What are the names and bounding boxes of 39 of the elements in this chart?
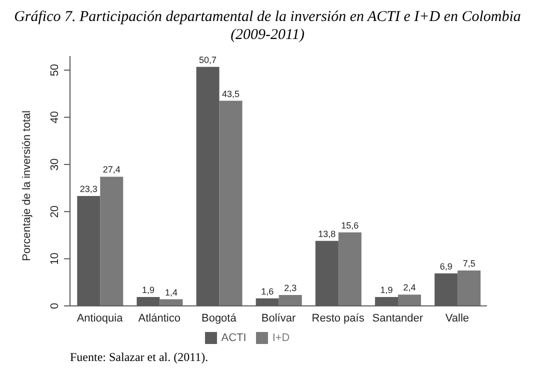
data-label: 1,6 — [261, 286, 274, 296]
bar — [338, 232, 362, 306]
legend-label: ACTI — [221, 332, 246, 344]
legend-label: I+D — [272, 332, 290, 344]
data-label: 43,5 — [222, 88, 240, 99]
chart-title: Gráfico 7. Participación departamental de la inversión en ACTI e I+D en Colombia (2009-2011) — [13, 8, 522, 44]
data-label: 15,6 — [341, 220, 359, 230]
data-label: 1,9 — [380, 284, 393, 295]
y-tick-label: 30 — [49, 158, 61, 171]
y-tick-label: 0 — [49, 302, 61, 309]
data-label: 27,4 — [102, 164, 120, 175]
data-label: 1,9 — [142, 284, 154, 295]
source-note: Fuente: Salazar et al. (2011). — [70, 350, 210, 365]
y-axis-title: Porcentaje de la inversión total — [20, 110, 33, 261]
data-label: 2,3 — [284, 283, 297, 294]
data-label: 1,4 — [164, 287, 178, 298]
y-tick-label: 50 — [49, 64, 61, 76]
bar — [458, 270, 481, 306]
data-label: 6,9 — [440, 261, 452, 272]
bar — [398, 294, 422, 306]
y-tick-label: 10 — [49, 252, 61, 265]
x-tick-label: Bolívar — [261, 312, 296, 325]
bar — [219, 100, 242, 306]
data-label: 7,5 — [462, 258, 476, 269]
x-tick-label: Antioquia — [76, 312, 124, 325]
data-label: 50,7 — [199, 54, 217, 65]
bar — [160, 299, 183, 306]
x-tick-label: Santander — [372, 312, 424, 325]
data-label: 13,8 — [318, 228, 336, 239]
x-tick-label: Valle — [445, 312, 470, 325]
data-label: 23,3 — [80, 184, 98, 194]
y-tick-label: 40 — [49, 111, 61, 124]
x-tick-label: Resto país — [312, 312, 365, 325]
x-tick-label: Atlántico — [138, 312, 180, 325]
bar — [100, 176, 124, 306]
y-tick-label: 20 — [49, 205, 61, 218]
bar — [278, 295, 302, 306]
data-label: 2,4 — [403, 282, 416, 293]
x-tick-label: Bogotá — [201, 312, 238, 325]
